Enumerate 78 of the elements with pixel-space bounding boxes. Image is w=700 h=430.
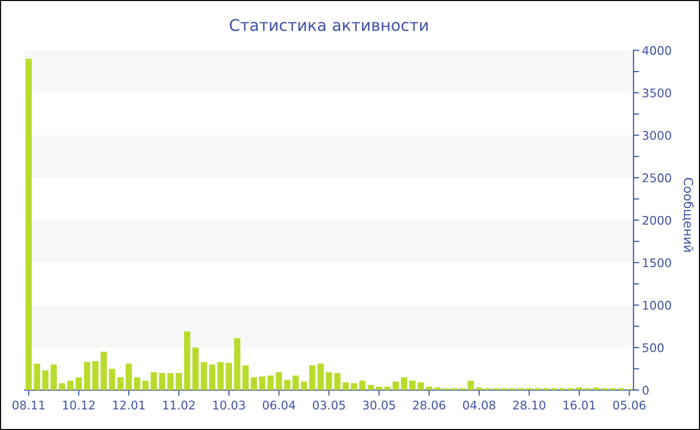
y-tick-label: 1000 <box>643 300 672 310</box>
y-tick-label: 3000 <box>642 130 672 140</box>
bar <box>250 377 258 390</box>
x-tick-label: 11.02 <box>163 400 195 410</box>
chart-title: Статистика активности <box>230 19 428 32</box>
bar <box>392 382 399 390</box>
y-tick-label: 2500 <box>642 173 672 182</box>
bar <box>309 365 316 390</box>
bar <box>108 368 116 390</box>
bar <box>92 361 99 390</box>
y-tick-label: 4000 <box>642 46 672 55</box>
bar <box>342 382 349 390</box>
bar <box>50 364 57 390</box>
x-tick-label: 28.06 <box>413 400 446 410</box>
bar <box>192 348 199 390</box>
bar <box>284 380 290 390</box>
y-axis-title: Сообщений <box>682 178 694 252</box>
bar <box>426 386 432 390</box>
bar <box>126 364 132 390</box>
bar <box>376 386 382 390</box>
y-tick-label: 1500 <box>643 258 672 268</box>
x-tick-label: 28.10 <box>513 400 546 410</box>
y-tick-label: 500 <box>642 343 664 352</box>
bar <box>384 386 391 390</box>
x-tick-label: 03.05 <box>312 400 345 410</box>
bar <box>592 387 600 390</box>
bar <box>184 331 190 390</box>
bar <box>150 372 157 390</box>
x-tick-label: 16.01 <box>564 400 596 410</box>
bar <box>100 352 107 390</box>
bar <box>76 377 82 390</box>
x-tick-label: 10.03 <box>213 400 245 410</box>
x-tick-label: 30.05 <box>363 400 395 410</box>
bar <box>267 376 274 390</box>
bar <box>326 372 332 390</box>
bar <box>226 362 232 390</box>
bar <box>34 364 40 390</box>
y-tick-label: 2000 <box>642 216 672 225</box>
bar <box>359 380 366 390</box>
bar <box>576 387 582 390</box>
bar <box>134 377 140 390</box>
bar <box>476 387 482 390</box>
bar <box>468 380 474 390</box>
x-tick-label: 05.06 <box>613 400 646 410</box>
bar <box>276 372 282 390</box>
x-tick-label: 06.04 <box>262 400 296 410</box>
bar <box>42 370 48 390</box>
x-tick-label: 08.11 <box>12 400 44 410</box>
bar <box>292 376 299 390</box>
bar <box>434 387 441 390</box>
bar <box>368 384 374 390</box>
bar <box>84 362 90 390</box>
bar <box>209 364 216 390</box>
bar <box>350 383 358 390</box>
bar <box>200 362 207 390</box>
bar <box>409 380 416 390</box>
bar <box>26 58 32 390</box>
bar <box>259 376 266 390</box>
bar <box>167 373 174 390</box>
bar <box>242 365 249 390</box>
bar <box>234 338 240 390</box>
x-tick-label: 04.08 <box>463 400 496 410</box>
bar <box>159 373 166 390</box>
bar <box>334 373 340 390</box>
x-tick-label: 12.01 <box>113 400 145 410</box>
y-tick-label: 3500 <box>642 88 672 98</box>
bar <box>117 377 124 390</box>
bar <box>217 362 224 390</box>
bar <box>318 364 324 390</box>
bar <box>418 382 424 390</box>
x-tick-label: 10.12 <box>63 400 94 410</box>
y-tick-label: 0 <box>642 386 649 395</box>
bar <box>67 380 74 390</box>
bar <box>300 382 308 390</box>
bar <box>176 373 182 390</box>
bar <box>400 377 408 390</box>
bar <box>58 383 66 390</box>
bar <box>142 380 149 390</box>
